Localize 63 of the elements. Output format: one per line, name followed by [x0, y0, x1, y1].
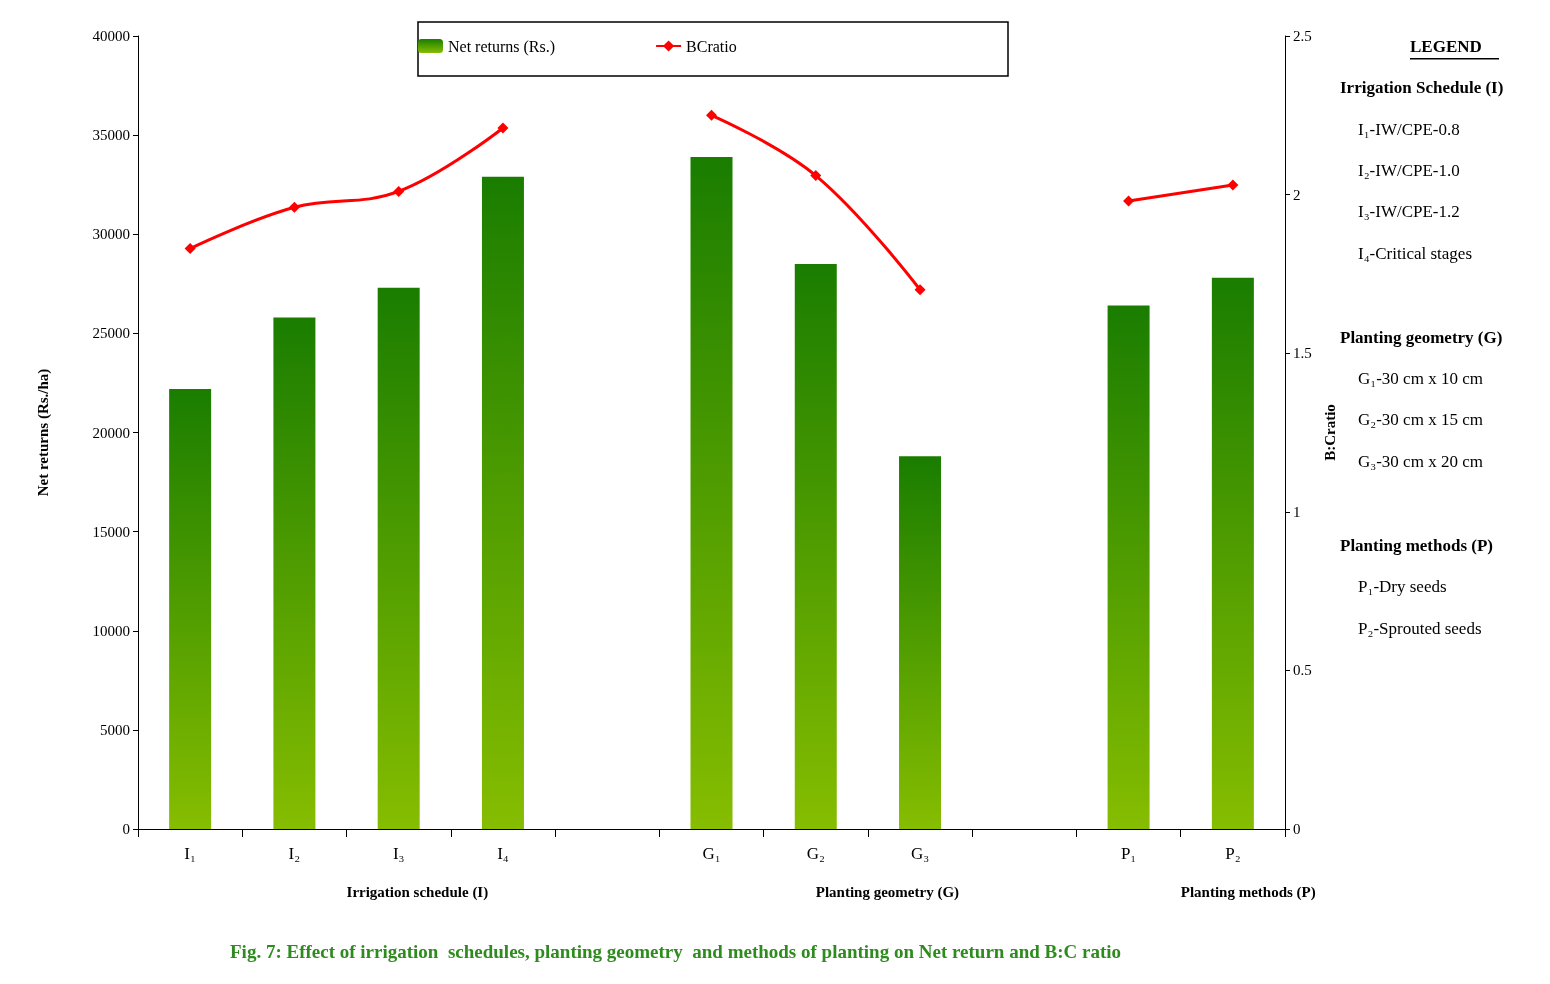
- x-tick-label: G₃: [910, 844, 930, 863]
- x-tick-label: P₁: [1120, 844, 1137, 863]
- y2-tick-label: 0.5: [1293, 662, 1312, 679]
- y-tick-label: 20000: [92, 424, 130, 441]
- text: P₁-Dry seeds: [1358, 577, 1447, 597]
- point: [914, 284, 926, 296]
- x-tick-label: I₂: [288, 844, 301, 863]
- text: Fig. 7: Effect of irrigation schedules, planting geometry and methods of planting on Net return and B:C ratio: [230, 941, 1122, 962]
- x-tick-label: G₁: [702, 844, 721, 863]
- point: [1123, 195, 1135, 207]
- y2-tick-label: 0: [1293, 821, 1301, 837]
- text: I₃-IW/CPE-1.2: [1358, 202, 1460, 222]
- legend-label: Net returns (Rs.): [448, 37, 556, 56]
- text: G₃-30 cm x 20 cm: [1358, 451, 1483, 471]
- bar: [1211, 277, 1254, 829]
- bar: [1107, 305, 1150, 829]
- point: [288, 201, 300, 213]
- bar: [690, 156, 733, 829]
- x-tick-label: P₂: [1225, 844, 1241, 863]
- point: [393, 185, 405, 197]
- legend-label: BCratio: [686, 37, 737, 55]
- y-axis-title: Net returns (Rs./ha): [34, 368, 52, 497]
- text: G₁-30 cm x 10 cm: [1358, 369, 1483, 389]
- y2-tick-label: 1: [1293, 503, 1301, 520]
- y2-tick-label: 2.5: [1293, 28, 1312, 44]
- text: Planting geometry (G): [815, 883, 960, 901]
- point: [810, 170, 822, 182]
- y-tick-label: 30000: [92, 226, 130, 243]
- text: P₂-Sprouted seeds: [1358, 618, 1482, 638]
- y2-tick-label: 2: [1293, 186, 1301, 203]
- text: Planting methods (P): [1340, 536, 1493, 555]
- y-tick-label: 15000: [92, 523, 130, 540]
- point: [1227, 179, 1239, 191]
- y2-axis-title: B:Cratio: [1322, 404, 1339, 461]
- y-tick-label: 5000: [100, 721, 130, 738]
- text: Irrigation Schedule (I): [1340, 78, 1504, 98]
- bar: [273, 317, 316, 829]
- x-tick-label: I₃: [392, 844, 405, 863]
- x-tick-label: I₄: [497, 844, 509, 863]
- text: Planting geometry (G): [1340, 327, 1503, 347]
- bar: [377, 287, 420, 829]
- text: Planting methods (P): [1180, 883, 1316, 901]
- bar: [899, 456, 942, 829]
- y-tick-label: 40000: [92, 28, 130, 44]
- x-tick-label: I₁: [184, 844, 196, 863]
- y-tick-label: 10000: [92, 622, 130, 639]
- text: I₄-Critical stages: [1358, 243, 1473, 263]
- bar: [169, 388, 212, 829]
- bar: [794, 263, 837, 829]
- text: I₁-IW/CPE-0.8: [1358, 119, 1460, 139]
- point: [184, 243, 196, 255]
- y2-tick-label: 1.5: [1293, 345, 1312, 362]
- text: Irrigation schedule (I): [346, 883, 489, 901]
- text: I₂-IW/CPE-1.0: [1358, 160, 1460, 180]
- y-tick-label: 0: [122, 821, 130, 837]
- text: G₂-30 cm x 15 cm: [1358, 410, 1483, 430]
- x-tick-label: G₂: [806, 844, 825, 863]
- point: [497, 122, 509, 134]
- point: [706, 109, 717, 121]
- text: LEGEND: [1410, 37, 1482, 56]
- bar: [481, 176, 524, 829]
- y-tick-label: 35000: [92, 127, 130, 144]
- y-tick-label: 25000: [92, 325, 130, 342]
